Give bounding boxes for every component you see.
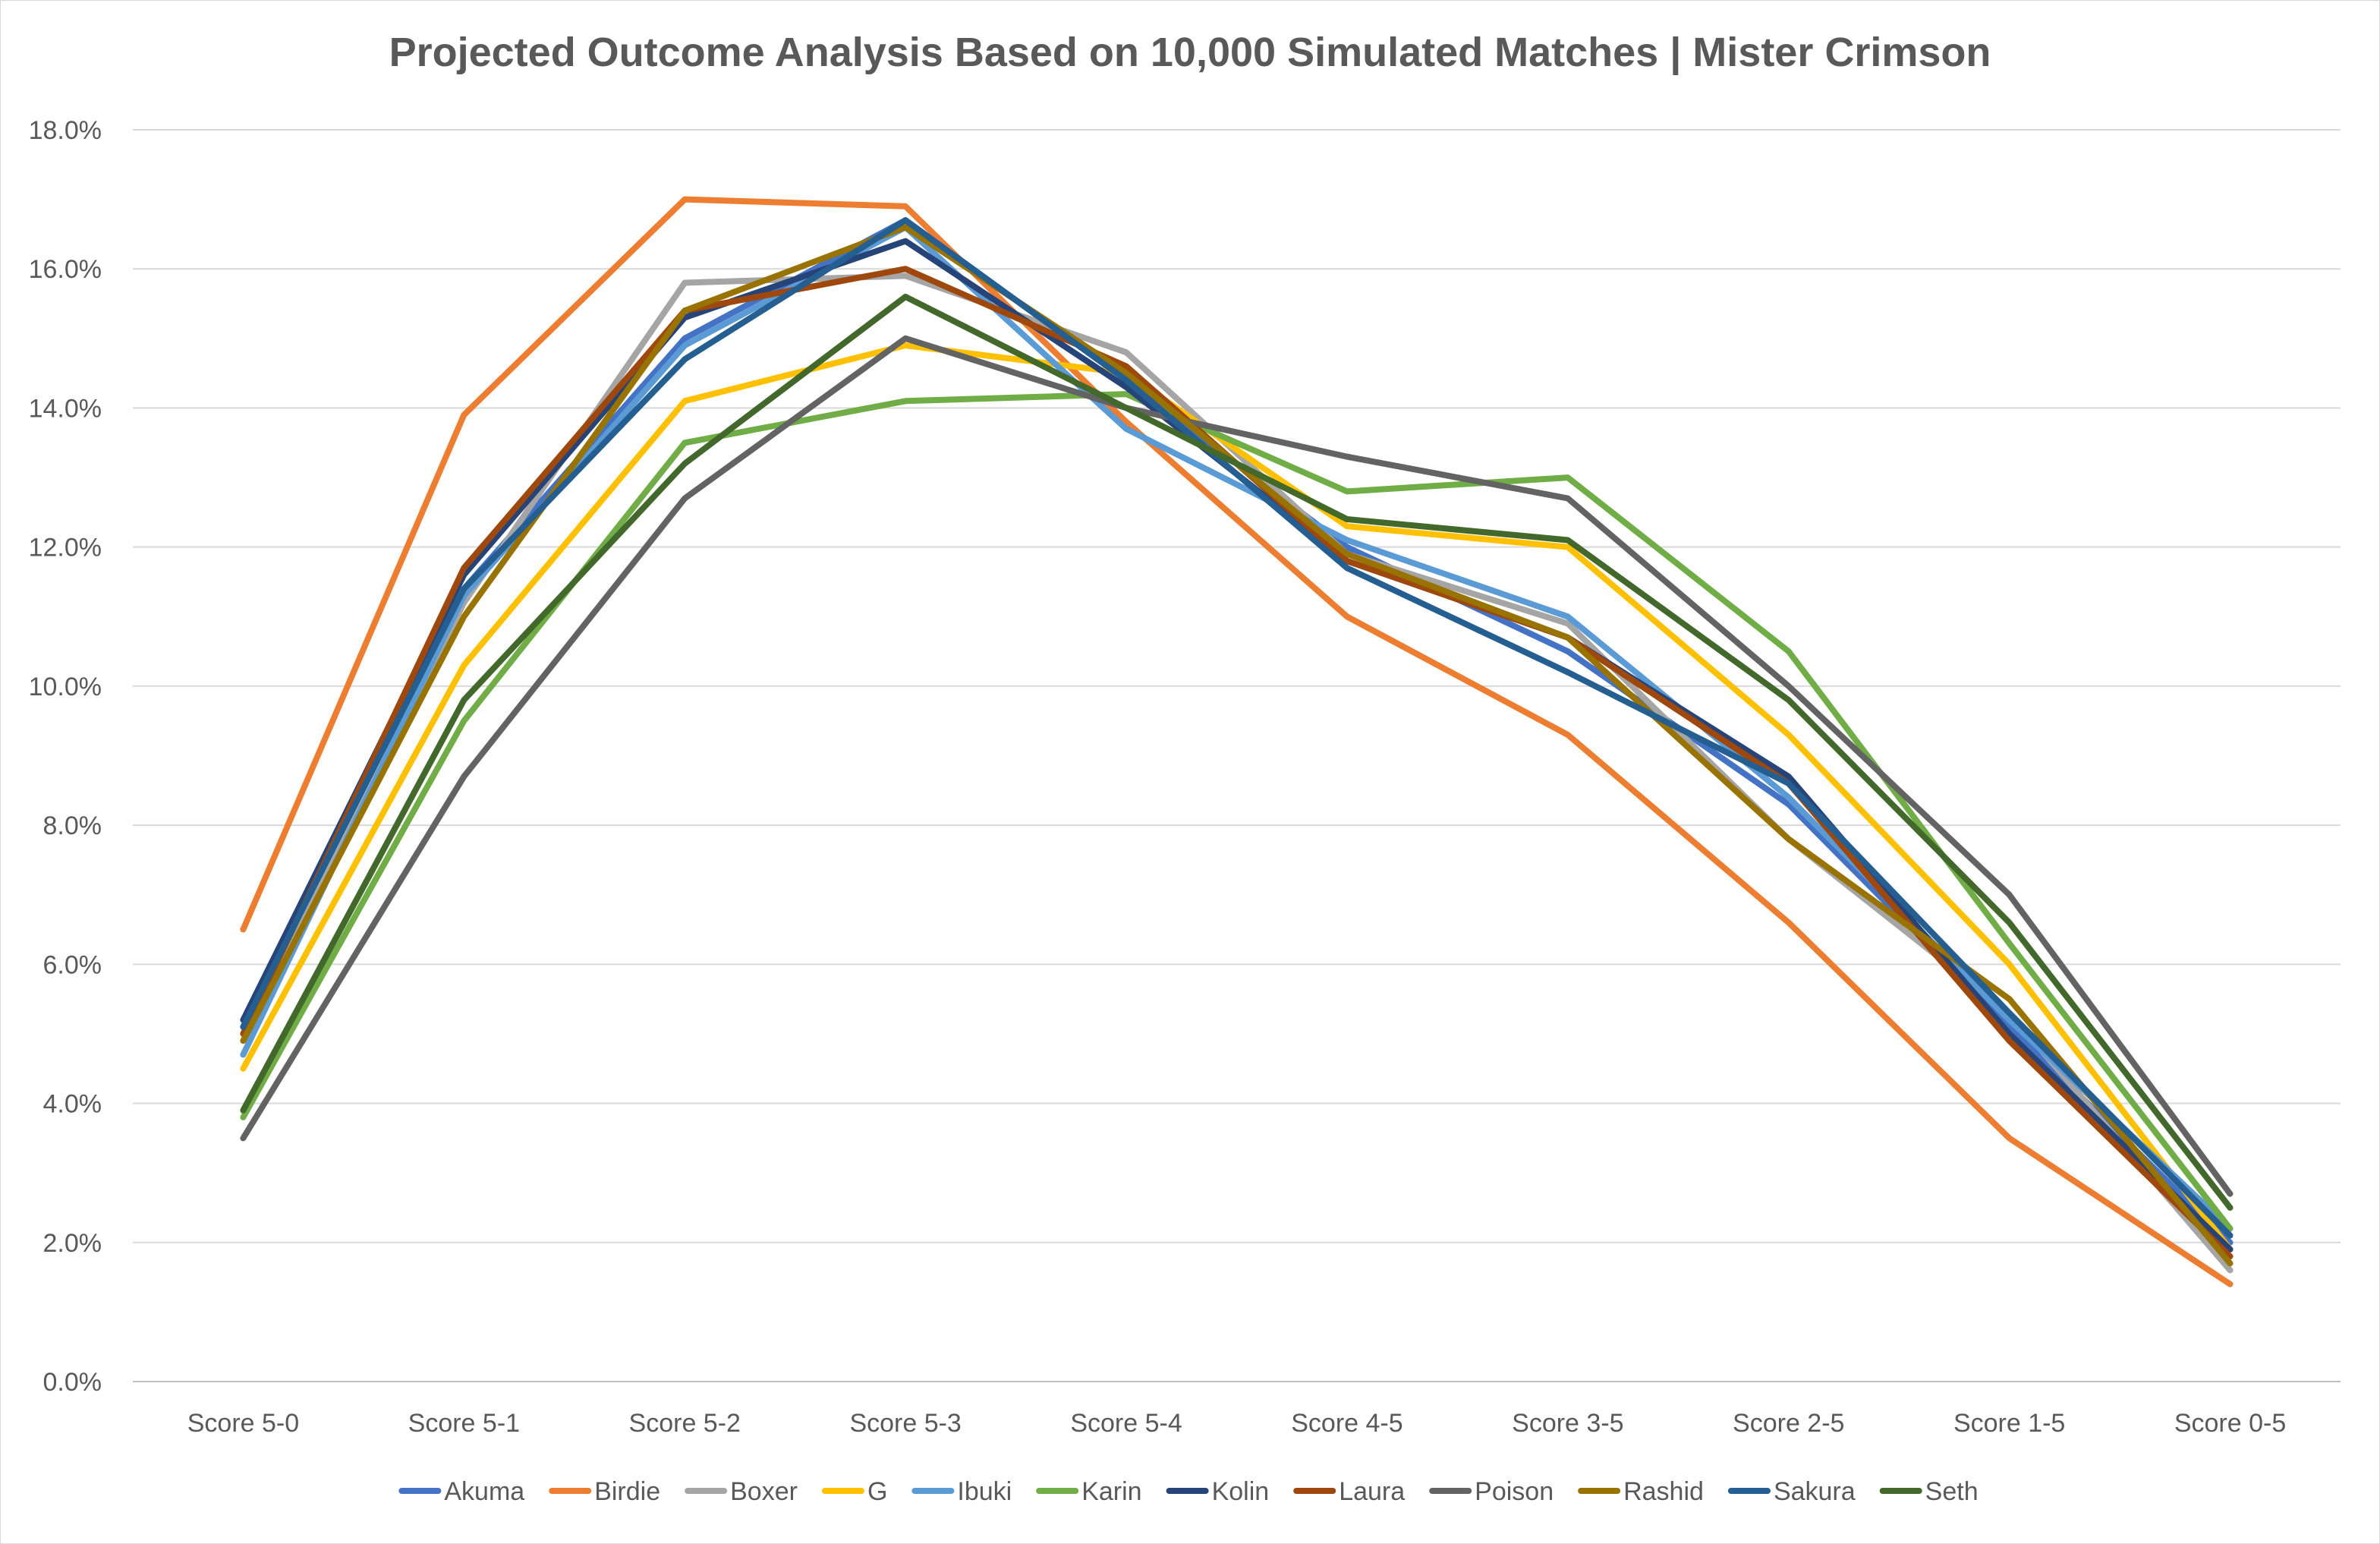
legend-label: Seth bbox=[1925, 1477, 1979, 1506]
series-line-birdie bbox=[240, 196, 2234, 1287]
x-tick-label: Score 1-5 bbox=[1953, 1409, 2065, 1438]
legend-label: Kolin bbox=[1212, 1477, 1270, 1506]
legend-item-birdie: Birdie bbox=[549, 1477, 660, 1506]
x-tick-label: Score 3-5 bbox=[1512, 1409, 1623, 1438]
y-tick-label: 14.0% bbox=[29, 394, 102, 423]
y-tick-label: 16.0% bbox=[29, 255, 102, 284]
series-line-laura bbox=[240, 266, 2234, 1260]
legend-label: Boxer bbox=[730, 1477, 798, 1506]
legend-item-seth: Seth bbox=[1879, 1477, 1979, 1506]
legend-label: Sakura bbox=[1774, 1477, 1856, 1506]
x-tick-label: Score 0-5 bbox=[2174, 1409, 2286, 1438]
y-tick-label: 8.0% bbox=[43, 811, 102, 840]
y-tick-label: 6.0% bbox=[43, 950, 102, 979]
x-tick-label: Score 4-5 bbox=[1291, 1409, 1402, 1438]
series-line-ibuki bbox=[240, 224, 2234, 1232]
legend-item-laura: Laura bbox=[1293, 1477, 1405, 1506]
legend-label: Poison bbox=[1475, 1477, 1554, 1506]
series-lines bbox=[240, 196, 2234, 1287]
y-tick-label: 10.0% bbox=[29, 673, 102, 701]
legend-label: G bbox=[867, 1477, 887, 1506]
legend-item-karin: Karin bbox=[1036, 1477, 1142, 1506]
legend-item-ibuki: Ibuki bbox=[911, 1477, 1012, 1506]
y-tick-label: 18.0% bbox=[29, 116, 102, 145]
x-tick-label: Score 5-3 bbox=[849, 1409, 961, 1438]
legend-item-kolin: Kolin bbox=[1166, 1477, 1270, 1506]
legend-label: Akuma bbox=[444, 1477, 524, 1506]
legend-item-rashid: Rashid bbox=[1578, 1477, 1704, 1506]
y-tick-label: 4.0% bbox=[43, 1090, 102, 1119]
legend-label: Karin bbox=[1081, 1477, 1141, 1506]
series-line-akuma bbox=[240, 217, 2234, 1246]
legend-label: Laura bbox=[1339, 1477, 1405, 1506]
x-tick-label: Score 2-5 bbox=[1733, 1409, 1844, 1438]
gridlines bbox=[133, 129, 2341, 1382]
legend-label: Rashid bbox=[1623, 1477, 1704, 1506]
chart-title: Projected Outcome Analysis Based on 10,0… bbox=[389, 30, 1991, 75]
series-line-boxer bbox=[240, 273, 2234, 1274]
legend-item-akuma: Akuma bbox=[398, 1477, 524, 1506]
series-line-sakura bbox=[240, 217, 2234, 1239]
series-line-rashid bbox=[240, 224, 2234, 1267]
series-line-seth bbox=[240, 293, 2234, 1211]
y-tick-label: 12.0% bbox=[29, 534, 102, 562]
y-axis-tick-labels: 0.0% 2.0% 4.0% 6.0% 8.0% 10.0% 12.0% 14.0% 16.0%… bbox=[29, 116, 102, 1397]
legend: Akuma Birdie Boxer G Ibuki Karin Kolin Laura Poi… bbox=[398, 1477, 1979, 1506]
series-line-poison bbox=[240, 335, 2234, 1197]
legend-label: Birdie bbox=[594, 1477, 660, 1506]
legend-item-sakura: Sakura bbox=[1727, 1477, 1856, 1506]
y-tick-label: 0.0% bbox=[43, 1368, 102, 1397]
legend-label: Ibuki bbox=[957, 1477, 1012, 1506]
x-tick-label: Score 5-1 bbox=[408, 1409, 520, 1438]
x-tick-label: Score 5-0 bbox=[187, 1409, 299, 1438]
legend-item-poison: Poison bbox=[1429, 1477, 1554, 1506]
x-axis-tick-labels: Score 5-0 Score 5-1 Score 5-2 Score 5-3 Scor… bbox=[187, 1409, 2287, 1438]
series-line-g bbox=[240, 342, 2234, 1253]
legend-item-boxer: Boxer bbox=[685, 1477, 798, 1506]
y-tick-label: 2.0% bbox=[43, 1229, 102, 1258]
x-tick-label: Score 5-2 bbox=[629, 1409, 741, 1438]
x-tick-label: Score 5-4 bbox=[1070, 1409, 1182, 1438]
legend-item-g: G bbox=[821, 1477, 887, 1506]
series-line-kolin bbox=[240, 238, 2234, 1253]
